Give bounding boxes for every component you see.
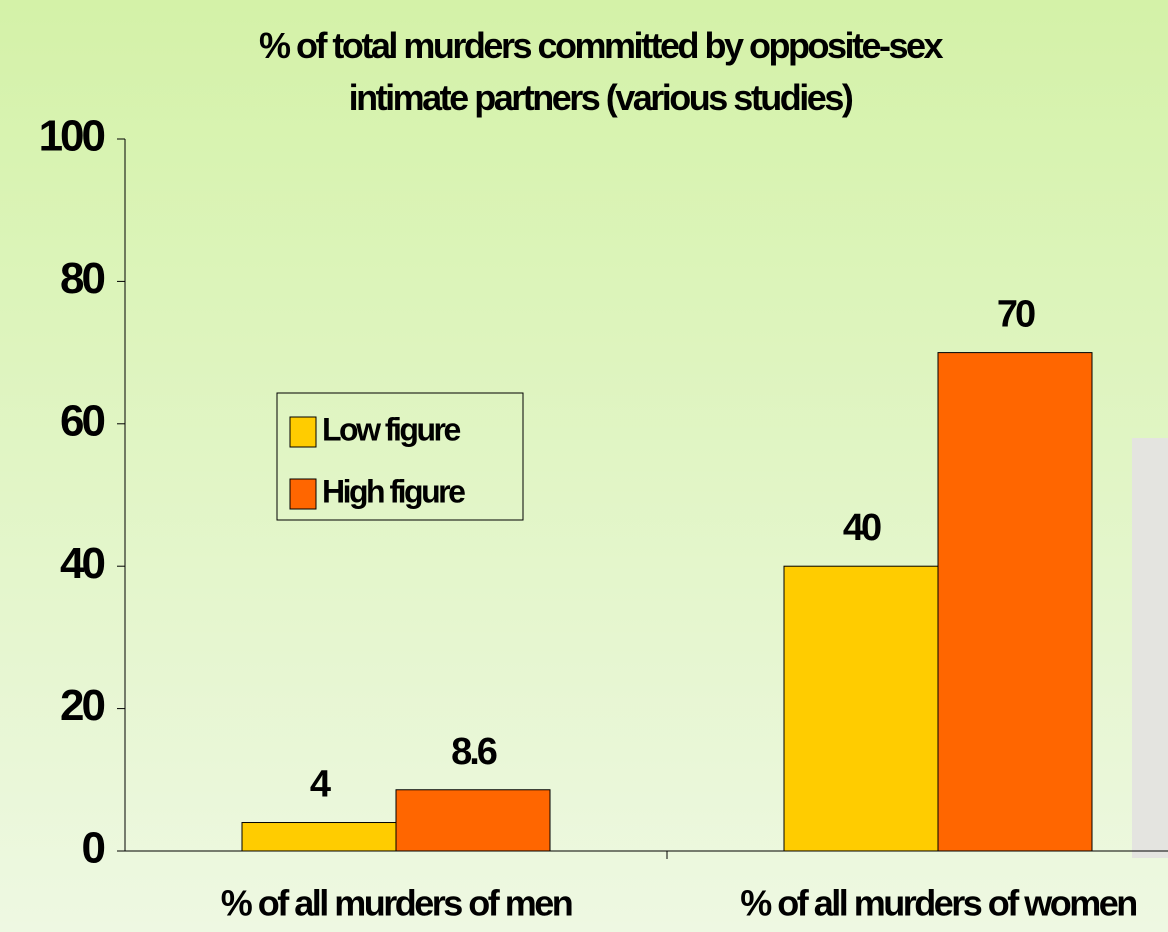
y-tick-label: 60 xyxy=(60,396,104,445)
legend-label: High figure xyxy=(322,473,465,509)
y-tick-label: 20 xyxy=(60,681,104,730)
y-tick-label: 0 xyxy=(82,824,105,873)
photo-edge xyxy=(1132,438,1168,858)
y-tick-label: 40 xyxy=(60,539,104,588)
value-label: 40 xyxy=(843,507,881,549)
y-tick-label: 100 xyxy=(39,112,105,161)
value-label: 70 xyxy=(997,294,1035,336)
bar xyxy=(241,822,397,852)
legend-label: Low figure xyxy=(322,411,460,447)
value-label: 4 xyxy=(310,764,331,806)
bar xyxy=(937,352,1093,852)
x-tick-label: % of all murders of men xyxy=(221,883,572,924)
legend-swatch xyxy=(289,416,317,448)
x-tick-label: % of all murders of women xyxy=(740,883,1136,924)
chart-title-text: % of total murders committed by opposite… xyxy=(259,25,944,118)
legend-box xyxy=(276,392,524,521)
bar xyxy=(783,565,939,852)
legend-swatch xyxy=(289,478,317,510)
chart-title: % of total murders committed by opposite… xyxy=(259,25,946,118)
value-label: 8.6 xyxy=(451,731,497,773)
bar xyxy=(395,789,551,852)
y-tick-label: 80 xyxy=(60,254,104,303)
